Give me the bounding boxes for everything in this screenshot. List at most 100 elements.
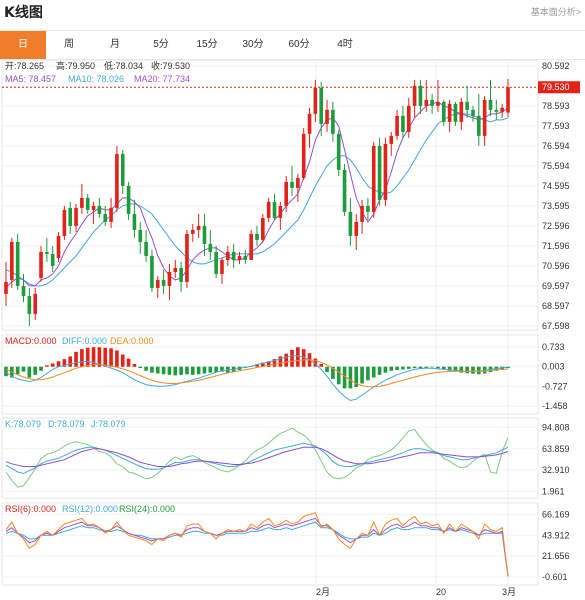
y-tick-label: 80.592 (542, 61, 570, 71)
macd-bar (62, 359, 67, 367)
candle-body (366, 205, 370, 212)
macd-bar (132, 364, 137, 367)
rsi6-line (5, 512, 509, 577)
macd-bar (74, 351, 78, 367)
candle-body (120, 153, 125, 186)
macd-bar (173, 366, 178, 376)
candle-body (21, 285, 26, 296)
macd-bar (85, 347, 90, 367)
macd-bar (296, 347, 300, 367)
candle-body (109, 207, 113, 222)
y-tick-label: -0.727 (542, 381, 568, 391)
chart-marks: 80.592 78.593 77.593 76.594 75.594 74.595 73.5… (2, 61, 580, 582)
macd-bar (208, 366, 213, 373)
macd-bar (354, 366, 359, 387)
high-label: 高:79.950 (56, 60, 95, 71)
y-tick-label: 63.859 (542, 444, 570, 454)
candle-body (290, 181, 294, 188)
macd-bar (80, 349, 84, 367)
tab-30min[interactable]: 30分 (242, 39, 264, 50)
y-tick-label: 67.598 (542, 321, 570, 331)
candle-body (56, 235, 61, 258)
candle-body (10, 241, 14, 280)
tab-4hour[interactable]: 4时 (337, 39, 353, 50)
ma5-label: MA5: 78.457 (5, 74, 56, 84)
x-label-20: 20 (436, 587, 446, 597)
candle-body (278, 205, 283, 218)
tab-month[interactable]: 月 (110, 39, 120, 50)
dea-line (5, 359, 509, 388)
y-tick-label: 94.808 (542, 423, 570, 433)
macd-bar (436, 366, 440, 369)
candle-body (80, 197, 84, 208)
macd-bar (383, 366, 388, 373)
macd-bar (389, 366, 394, 371)
candle-body (138, 229, 143, 242)
tab-week[interactable]: 周 (64, 39, 74, 50)
macd-bar (418, 366, 423, 369)
candle-body (441, 101, 446, 122)
candle-body (401, 115, 405, 132)
candle-body (243, 255, 248, 260)
page-title: K线图 (4, 5, 43, 21)
macd-bar (266, 361, 271, 367)
panel-frame (1, 417, 539, 499)
candle-body (196, 225, 201, 230)
macd-bar (150, 366, 154, 373)
candle-body (85, 197, 90, 210)
candle-body (150, 255, 154, 288)
candle-body (307, 113, 312, 134)
macd-bar (196, 366, 201, 375)
macd-bar (255, 364, 259, 367)
macd-bar (179, 366, 183, 375)
y-tick-label: 68.597 (542, 301, 570, 311)
macd-bar (477, 366, 481, 375)
macd-bar (120, 354, 125, 367)
tab-5min[interactable]: 5分 (153, 39, 169, 50)
ma10-label: MA10: 78.026 (68, 74, 124, 84)
candle-body (103, 213, 108, 222)
macd-bar (214, 366, 218, 373)
candle-body (500, 107, 504, 112)
candle-body (226, 251, 230, 260)
candle-body (459, 101, 464, 122)
y-tick-label: 73.595 (542, 201, 570, 211)
candle-body (97, 205, 102, 214)
rsi24-line (5, 521, 509, 577)
macd-bar (261, 362, 265, 367)
last-price-tag (538, 81, 580, 94)
kline-chart[interactable]: 开:78.265 高:79.950 低:78.034 收:79.530 MA5:… (0, 58, 585, 600)
candle-body (185, 233, 189, 282)
macd-bar (290, 349, 294, 367)
macd-bar (109, 348, 113, 367)
tab-60min[interactable]: 60分 (288, 39, 310, 50)
candle-body (471, 109, 475, 116)
tab-day[interactable]: 日 (0, 31, 46, 59)
macd-bar (202, 366, 207, 374)
candle-body (506, 87, 510, 113)
macd-bar (185, 366, 189, 375)
macd-bar (471, 366, 475, 374)
tab-15min[interactable]: 15分 (196, 39, 218, 50)
candle-body (395, 115, 399, 136)
fundamental-analysis-link[interactable]: 基本面分析> (530, 7, 581, 17)
macd-bar (331, 366, 335, 379)
y-tick-label: 70.596 (542, 261, 570, 271)
macd-bar (319, 364, 324, 367)
macd-bar (27, 366, 32, 378)
macd-bar (68, 356, 73, 367)
macd-bar (301, 349, 306, 367)
macd-bar (39, 366, 43, 371)
ma10-line (5, 113, 509, 287)
y-tick-label: 71.596 (542, 241, 570, 251)
candle-body (319, 87, 324, 124)
macd-bar (348, 366, 353, 389)
candle-body (477, 115, 481, 136)
macd-bar (190, 366, 195, 375)
candle-body (465, 101, 469, 110)
ma5-line (5, 101, 509, 289)
candle-body (272, 201, 277, 218)
macd-bar (395, 366, 399, 370)
candle-body (231, 251, 236, 260)
candle-body (447, 103, 452, 122)
